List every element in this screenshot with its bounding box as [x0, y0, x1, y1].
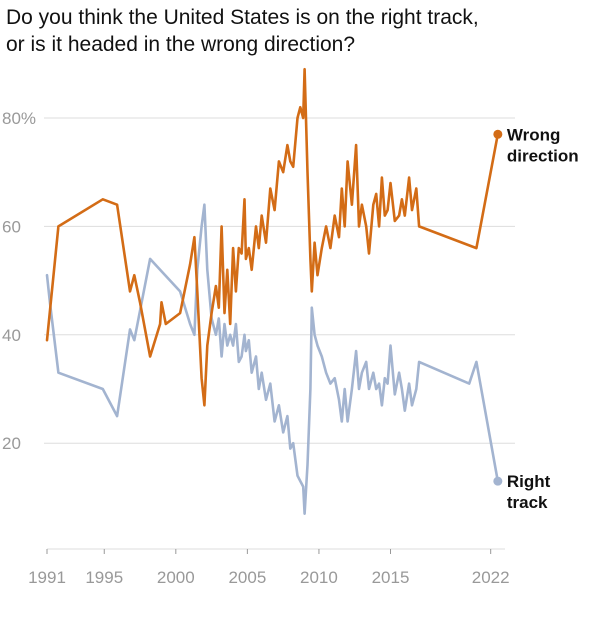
- y-tick-label: 60: [2, 217, 21, 236]
- x-axis: 1991 1995 2000 2005 2010 2015 2022: [28, 548, 510, 587]
- chart-title: Do you think the United States is on the…: [6, 4, 596, 58]
- series-end-labels: Right track Wrong direction: [507, 125, 579, 512]
- y-tick-label: 80%: [2, 109, 36, 128]
- x-tick-label: 1995: [85, 568, 123, 587]
- x-tick-label: 1991: [28, 568, 66, 587]
- chart-title-line-1: Do you think the United States is on the…: [6, 6, 479, 29]
- series-line-right-track: [45, 203, 500, 515]
- series-label-wrong-direction: Wrong: [507, 125, 561, 144]
- series-label-right-track: Right: [507, 472, 551, 491]
- series-lines: [45, 67, 503, 515]
- y-tick-label: 40: [2, 326, 21, 345]
- x-tick-label: 2015: [372, 568, 410, 587]
- end-point-wrong-direction: [493, 129, 503, 139]
- end-point-right-track: [493, 476, 503, 486]
- x-tick-label: 2005: [228, 568, 266, 587]
- gridlines: [44, 117, 515, 444]
- x-tick-label: 2010: [300, 568, 338, 587]
- series-label-wrong-direction: direction: [507, 146, 579, 165]
- chart-title-line-2: or is it headed in the wrong direction?: [6, 33, 356, 56]
- series-line-wrong-direction: [45, 67, 500, 407]
- x-tick-label: 2022: [472, 568, 510, 587]
- series-label-right-track: track: [507, 493, 548, 512]
- y-axis-ticks: 80% 60 40 20: [2, 109, 36, 453]
- x-tick-label: 2000: [157, 568, 195, 587]
- y-tick-label: 20: [2, 434, 21, 453]
